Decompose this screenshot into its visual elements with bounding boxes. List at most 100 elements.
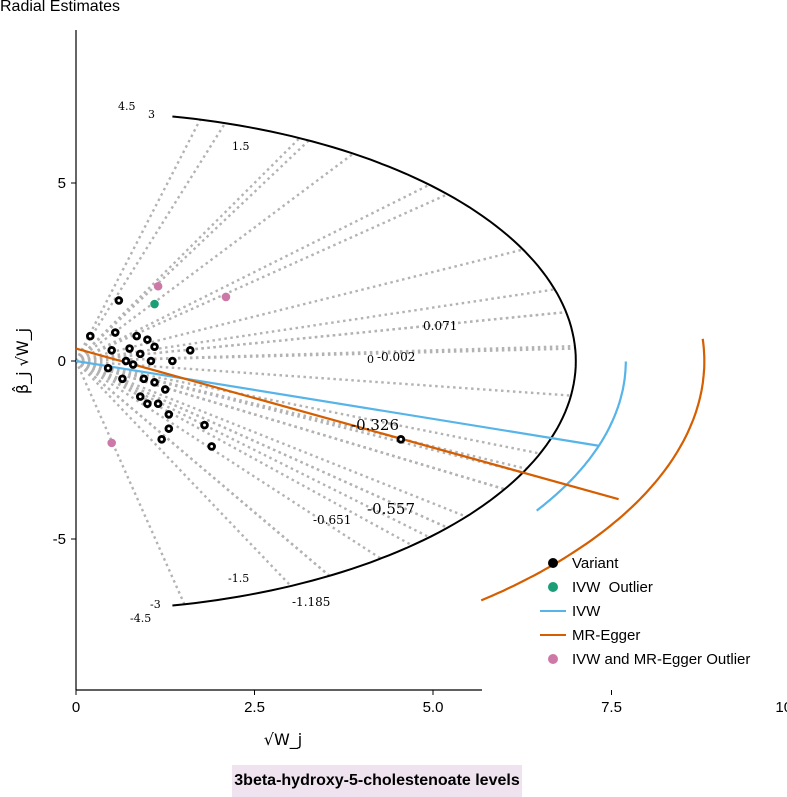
variant-point-highlight	[149, 359, 153, 363]
variant-point-highlight	[106, 366, 110, 370]
reference-ray	[75, 248, 524, 363]
ivw-egger-outlier-point	[221, 292, 231, 302]
variant-point-highlight	[110, 348, 114, 352]
scale-label: 0	[367, 353, 374, 366]
reference-ray	[75, 347, 576, 363]
ivw-outlier-point	[150, 299, 159, 309]
reference-ray	[75, 183, 430, 363]
variant-point-highlight	[399, 437, 403, 441]
scale-label: 4.5	[118, 100, 136, 113]
legend: Variant IVW Outlier IVW MR-Egger IVW and…	[538, 551, 750, 671]
reference-ray	[75, 139, 310, 362]
y-tick-label: -5	[53, 531, 66, 548]
figure-caption: 3beta-hydroxy-5-cholestenoate levels	[232, 765, 522, 797]
y-axis-title: β̂_j √W_j	[12, 328, 33, 394]
variant-point-highlight	[160, 437, 164, 441]
reference-ray	[75, 359, 524, 474]
variant-point-highlight	[117, 299, 121, 302]
ivw-lower-label: -0.651	[313, 513, 351, 527]
legend-key-ivw	[540, 610, 566, 612]
legend-item-variant: Variant	[538, 551, 750, 575]
legend-label: MR-Egger	[572, 626, 641, 644]
variant-point-highlight	[88, 334, 92, 338]
legend-label: Variant	[572, 554, 619, 572]
scale-label: 1.5	[232, 140, 250, 153]
legend-item-egger: MR-Egger	[538, 623, 750, 647]
variant-point-highlight	[170, 359, 174, 363]
reference-ray	[75, 359, 527, 471]
scale-label: 3	[148, 108, 155, 121]
variant-point-highlight	[156, 402, 160, 406]
reference-ray	[75, 359, 467, 518]
reference-ray	[75, 360, 292, 587]
reference-ray	[75, 359, 448, 529]
x-tick-label: 2.5	[244, 699, 265, 716]
reference-ray	[75, 359, 382, 560]
reference-ray	[75, 310, 567, 363]
scale-label: -3	[150, 598, 161, 611]
egger-estimate-label: -0.557	[367, 500, 415, 518]
variant-point-highlight	[146, 338, 149, 342]
legend-key-egger	[540, 634, 566, 636]
legend-key-ivw-outlier	[548, 582, 558, 592]
reference-ray	[75, 359, 505, 491]
legend-item-ivw-outlier: IVW Outlier	[538, 575, 750, 599]
variant-point-highlight	[146, 402, 149, 406]
reference-ray	[74, 360, 186, 605]
scale-label: -4.5	[130, 612, 151, 625]
chart-title: Radial Estimates	[0, 0, 121, 15]
legend-item-ivw: IVW	[538, 599, 750, 623]
egger-regression-line	[75, 347, 619, 501]
variant-point-highlight	[138, 352, 142, 356]
legend-key-variant	[548, 558, 558, 568]
egger-upper-label: 0.071	[423, 319, 457, 333]
variant-point-highlight	[188, 348, 192, 352]
x-tick-label: 5.0	[423, 699, 444, 716]
x-axis-title: √W_j	[264, 730, 302, 750]
egger-lower-label: -1.185	[292, 595, 330, 609]
reference-ray	[75, 193, 448, 363]
x-tick-label: 0	[72, 699, 80, 716]
reference-ray	[75, 288, 555, 363]
legend-item-both-outlier: IVW and MR-Egger Outlier	[538, 647, 750, 671]
ivw-estimate-label: -0.326	[351, 416, 399, 434]
reference-ray	[75, 359, 572, 397]
variant-point-highlight	[121, 377, 124, 381]
reference-ray	[75, 359, 413, 547]
variant-point-highlight	[153, 380, 156, 384]
variant-point-highlight	[142, 377, 146, 381]
variant-point-highlight	[163, 388, 167, 391]
variant-point-highlight	[131, 363, 135, 366]
reference-ray	[74, 122, 227, 362]
variant-point-highlight	[203, 423, 206, 427]
reference-ray	[75, 137, 301, 362]
y-tick-label: 0	[58, 353, 66, 370]
ivw-ci-arc	[536, 361, 627, 512]
legend-label: IVW Outlier	[572, 578, 653, 596]
scale-arc	[172, 115, 577, 607]
ivw-regression-line	[75, 359, 599, 447]
ivw-upper-label: -0.002	[377, 350, 415, 364]
variant-point-highlight	[167, 427, 171, 431]
legend-key-both-outlier	[548, 654, 558, 664]
y-tick-label: 5	[58, 175, 66, 192]
legend-label: IVW	[572, 602, 601, 620]
reference-ray	[75, 344, 575, 363]
variant-point-highlight	[113, 331, 117, 334]
reference-ray	[75, 152, 354, 362]
scale-label: -1.5	[228, 572, 249, 585]
x-tick-label: 10.0	[775, 699, 787, 716]
variant-point-highlight	[210, 445, 214, 448]
variant-point-highlight	[124, 359, 128, 363]
x-tick-label: 7.5	[601, 699, 622, 716]
reference-ray	[75, 360, 331, 577]
legend-label: IVW and MR-Egger Outlier	[572, 650, 751, 668]
variant-point-highlight	[153, 345, 156, 349]
reference-ray	[74, 119, 202, 362]
variant-point-highlight	[138, 395, 142, 398]
ivw-egger-outlier-point	[153, 281, 163, 291]
variant-point-highlight	[135, 334, 139, 338]
ivw-egger-outlier-point	[107, 438, 116, 448]
reference-ray	[75, 359, 541, 455]
